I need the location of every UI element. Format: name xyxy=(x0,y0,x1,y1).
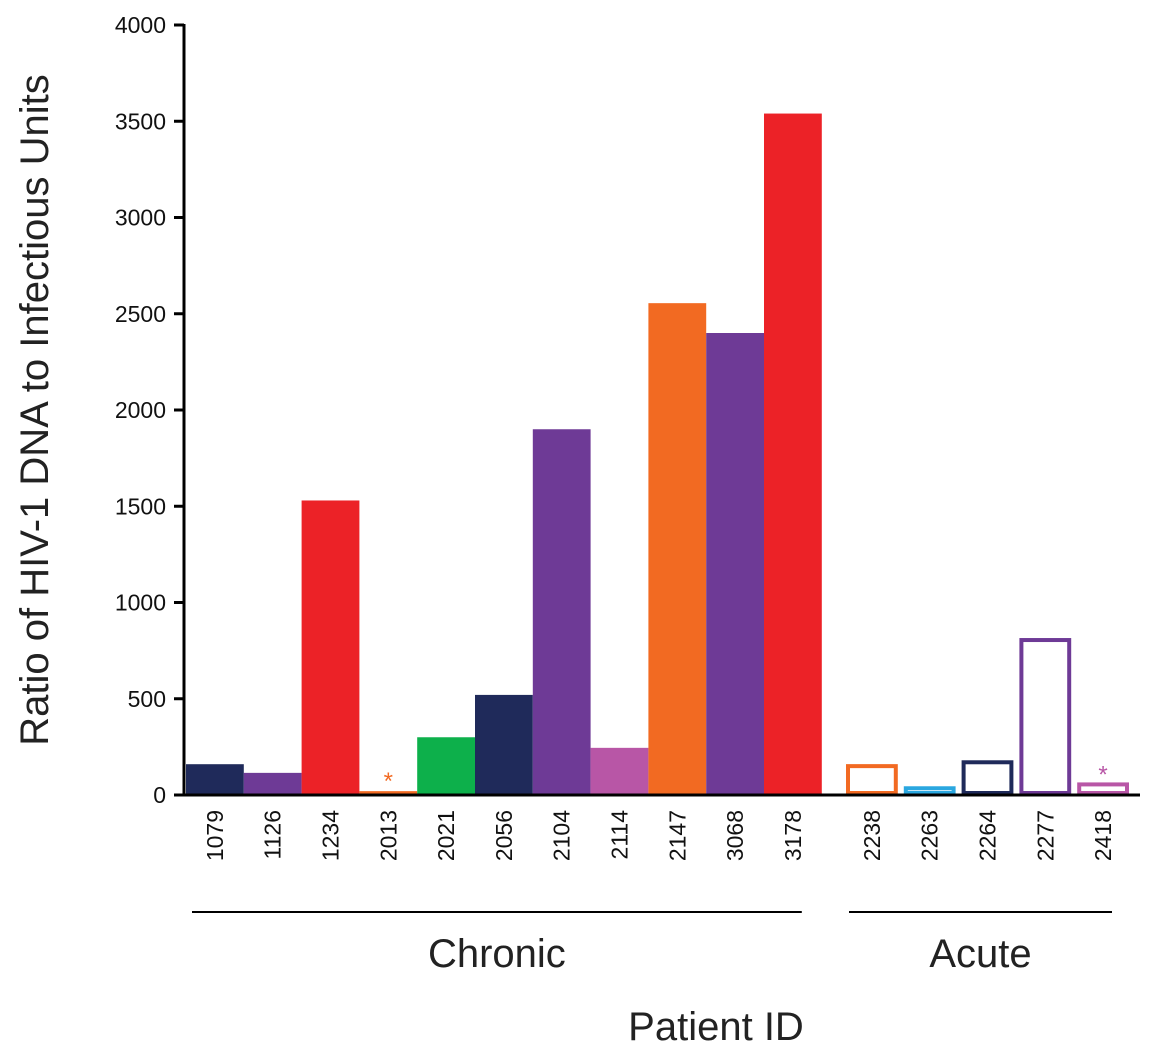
y-tick-label: 3000 xyxy=(115,205,166,231)
bar-3068 xyxy=(706,333,764,795)
bar-marker: * xyxy=(1098,761,1107,788)
bar-2114 xyxy=(590,747,649,795)
category-label: 1234 xyxy=(318,810,344,861)
category-label: 2147 xyxy=(664,810,690,861)
category-label: 1126 xyxy=(260,810,286,859)
y-tick-label: 500 xyxy=(128,686,166,712)
category-label: 2263 xyxy=(917,810,943,861)
bar-1234 xyxy=(301,500,360,795)
category-label: 3178 xyxy=(780,810,806,861)
y-tick-label: 0 xyxy=(153,782,166,808)
y-tick-label: 1000 xyxy=(115,590,166,616)
category-label: 2277 xyxy=(1032,810,1058,861)
category-label: 2013 xyxy=(375,810,401,861)
category-label: 2238 xyxy=(859,810,885,861)
category-label: 3068 xyxy=(722,810,748,861)
category-label: 2114 xyxy=(607,810,633,860)
category-label: 2104 xyxy=(549,810,575,861)
bar-2021 xyxy=(417,737,475,795)
category-label: 2021 xyxy=(433,810,459,861)
category-label: 1079 xyxy=(202,810,228,861)
category-label: 2418 xyxy=(1090,810,1116,861)
bar-2263 xyxy=(903,786,956,796)
bar-2277 xyxy=(1019,638,1072,795)
bar-2104 xyxy=(532,429,591,795)
bar-2147 xyxy=(648,303,707,795)
bar-marker: * xyxy=(384,768,393,795)
group-label-acute: Acute xyxy=(929,932,1031,976)
y-tick-label: 1500 xyxy=(115,493,166,519)
bar-2264 xyxy=(961,760,1014,796)
y-axis-title: Ratio of HIV-1 DNA to Infectious Units xyxy=(13,74,57,745)
y-tick-label: 2500 xyxy=(115,301,166,327)
category-label: 2056 xyxy=(491,810,517,861)
bar-2238 xyxy=(846,764,898,795)
category-label: 2264 xyxy=(975,810,1001,861)
bar-1126 xyxy=(243,772,302,795)
y-tick-label: 2000 xyxy=(115,397,166,423)
bar-2013 xyxy=(359,791,418,795)
x-axis-title: Patient ID xyxy=(628,1005,804,1049)
bar-3178 xyxy=(764,113,822,796)
y-tick-label: 3500 xyxy=(115,108,166,134)
bar-2056 xyxy=(475,694,533,795)
bar-1079 xyxy=(186,764,244,795)
group-label-chronic: Chronic xyxy=(428,932,566,976)
y-tick-label: 4000 xyxy=(115,12,166,38)
bar-2418 xyxy=(1077,782,1129,795)
